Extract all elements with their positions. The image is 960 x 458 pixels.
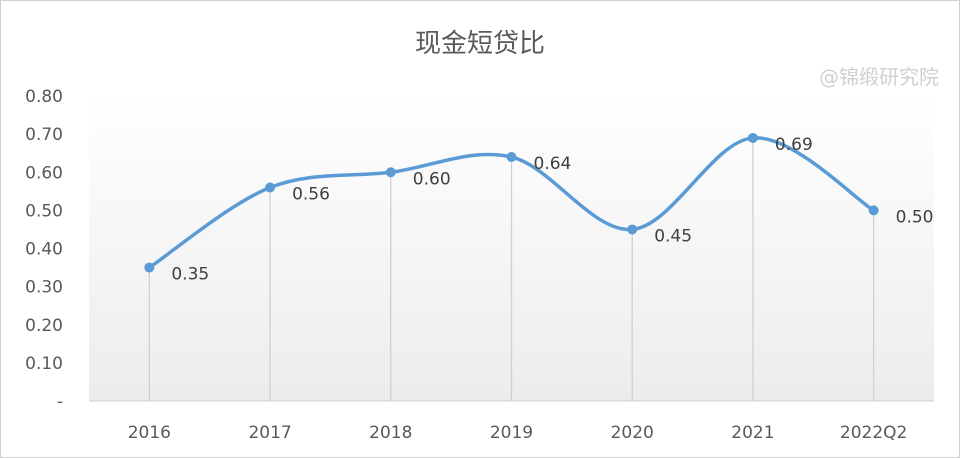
data-label: 0.56 [292,185,330,205]
x-tick-label: 2017 [248,423,291,443]
data-point [868,205,879,216]
data-point [144,262,155,273]
x-tick-label: 2016 [128,423,171,443]
data-point [265,182,276,193]
y-tick-label: 0.40 [25,240,63,260]
chart-title: 现金短贷比 [414,29,545,59]
x-tick-label: 2021 [731,423,774,443]
data-label: 0.45 [654,226,692,246]
x-tick-label: 2020 [611,423,654,443]
x-tick-label: 2019 [490,423,533,443]
data-point [385,167,396,178]
data-label: 0.69 [775,135,813,155]
y-tick-label: 0.60 [25,163,63,183]
x-tick-label: 2018 [369,423,412,443]
y-tick-label: 0.70 [25,125,63,145]
y-tick-label: 0.30 [25,278,63,298]
data-label: 0.35 [171,265,209,285]
y-tick-label: 0.80 [25,87,63,107]
y-tick-label: 0.50 [25,201,63,221]
data-label: 0.64 [534,154,572,174]
watermark: @锦缎研究院 [819,65,939,89]
data-point [747,132,758,143]
data-label: 0.50 [896,207,934,227]
data-point [506,152,517,162]
data-label: 0.60 [413,169,451,189]
y-tick-label: 0.20 [25,316,63,336]
y-tick-label: 0.10 [25,354,63,374]
data-point [627,224,638,235]
x-tick-label: 2022Q2 [840,423,907,443]
y-tick-label: - [57,392,63,412]
